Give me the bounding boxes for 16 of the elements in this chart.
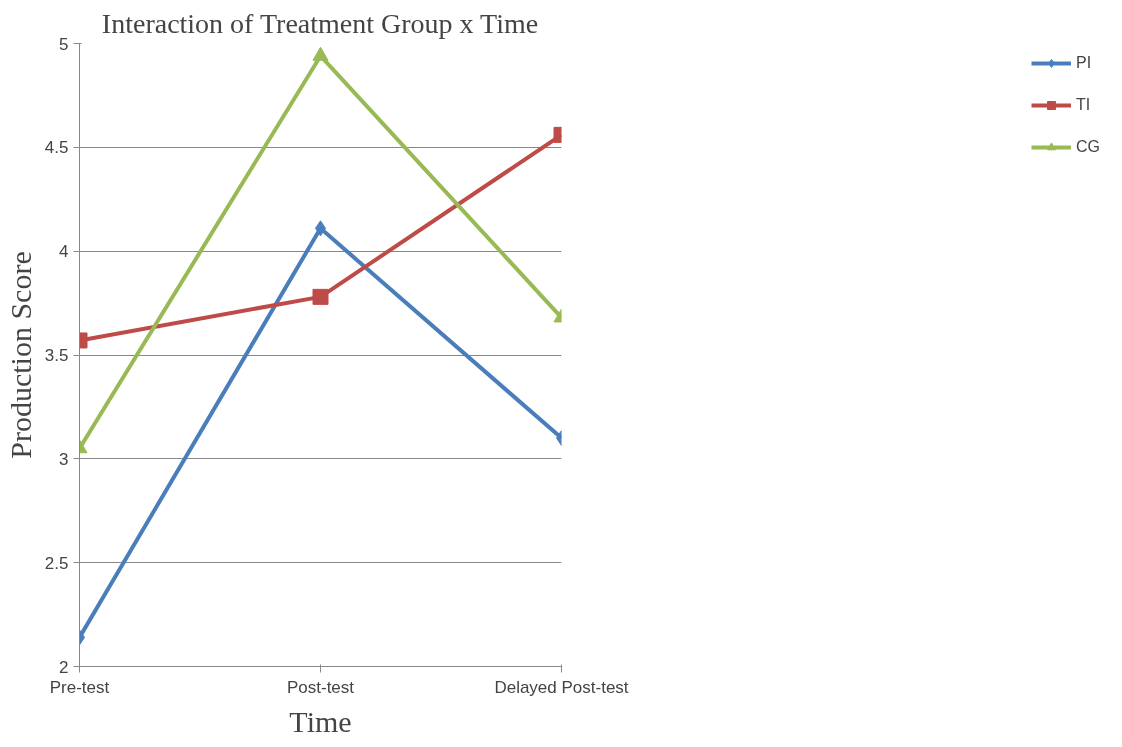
- legend-label: PI: [1076, 54, 1093, 72]
- legend-label: TI: [1076, 96, 1092, 114]
- legend-label: CG: [1076, 138, 1100, 156]
- y-tick-label: 4: [59, 242, 69, 262]
- x-tick-label: Delayed Post-test: [494, 677, 629, 697]
- x-tick-label: Post-test: [286, 677, 355, 697]
- y-tick-label: 2.5: [44, 553, 69, 573]
- y-tick-label: 5: [59, 34, 69, 54]
- x-axis-title: Time: [289, 704, 352, 738]
- x-tick-label: Pre-test: [49, 677, 110, 697]
- y-tick-label: 3: [59, 449, 69, 469]
- y-tick-label: 2: [59, 657, 69, 677]
- chart-title: Interaction of Treatment Group x Time: [101, 7, 539, 39]
- y-axis-title: Production Score: [3, 251, 37, 459]
- y-tick-label: 4.5: [44, 138, 69, 158]
- y-tick-label: 3.5: [44, 346, 69, 365]
